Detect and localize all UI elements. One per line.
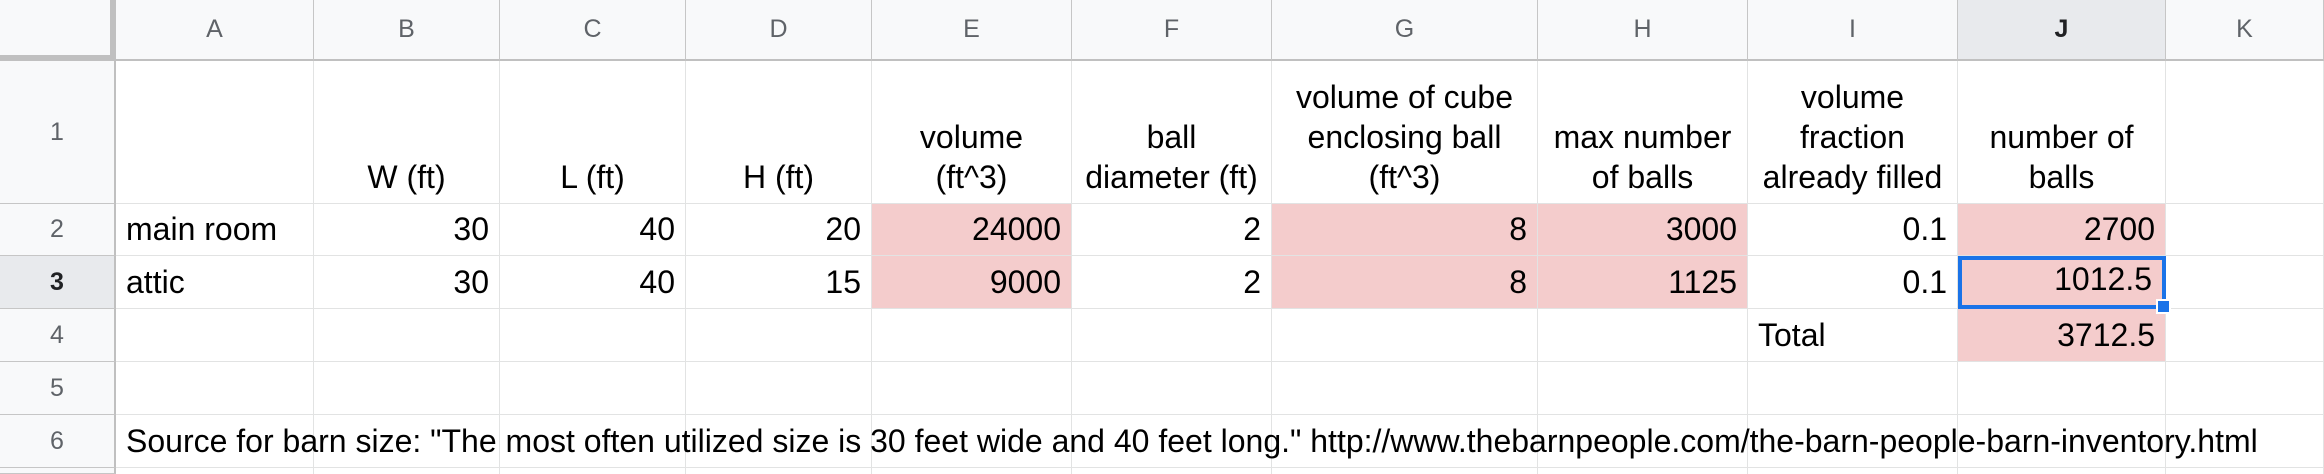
- column-header-k[interactable]: K: [2166, 0, 2324, 61]
- cell-k5[interactable]: [2166, 362, 2324, 415]
- cell-a6[interactable]: Source for barn size: "The most often ut…: [116, 415, 2258, 468]
- cell-partial-b: [314, 468, 500, 474]
- column-header-i[interactable]: I: [1748, 0, 1958, 61]
- fill-handle[interactable]: [2156, 299, 2171, 314]
- column-header-e[interactable]: E: [872, 0, 1072, 61]
- cell-i6[interactable]: [1748, 415, 1958, 468]
- cell-i5[interactable]: [1748, 362, 1958, 415]
- select-all-corner[interactable]: [0, 0, 116, 61]
- row-header-1[interactable]: 1: [0, 61, 116, 204]
- cell-h2[interactable]: 3000: [1538, 204, 1748, 256]
- cell-i3[interactable]: 0.1: [1748, 256, 1958, 309]
- cell-b2[interactable]: 30: [314, 204, 500, 256]
- cell-partial-h: [1538, 468, 1748, 474]
- cell-partial-d: [686, 468, 872, 474]
- cell-g3[interactable]: 8: [1272, 256, 1538, 309]
- cell-i1[interactable]: volume fraction already filled: [1748, 61, 1958, 204]
- column-header-j[interactable]: J: [1958, 0, 2166, 61]
- column-header-f[interactable]: F: [1072, 0, 1272, 61]
- cell-a2[interactable]: main room: [116, 204, 314, 256]
- cell-d2[interactable]: 20: [686, 204, 872, 256]
- column-header-d[interactable]: D: [686, 0, 872, 61]
- cell-g6[interactable]: [1272, 415, 1538, 468]
- cell-b4[interactable]: [314, 309, 500, 362]
- cell-b6[interactable]: [314, 415, 500, 468]
- cell-partial-c: [500, 468, 686, 474]
- cell-a5[interactable]: [116, 362, 314, 415]
- cell-c1[interactable]: L (ft): [500, 61, 686, 204]
- cell-c3[interactable]: 40: [500, 256, 686, 309]
- cell-j1[interactable]: number of balls: [1958, 61, 2166, 204]
- cell-f1[interactable]: ball diameter (ft): [1072, 61, 1272, 204]
- cell-d1[interactable]: H (ft): [686, 61, 872, 204]
- column-header-a[interactable]: A: [116, 0, 314, 61]
- cell-g2[interactable]: 8: [1272, 204, 1538, 256]
- cell-j3-value: 1012.5: [2054, 261, 2152, 297]
- cell-a4[interactable]: [116, 309, 314, 362]
- cell-k4[interactable]: [2166, 309, 2324, 362]
- cell-g1[interactable]: volume of cube enclosing ball (ft^3): [1272, 61, 1538, 204]
- cell-f5[interactable]: [1072, 362, 1272, 415]
- cell-partial-e: [872, 468, 1072, 474]
- cell-partial-g: [1272, 468, 1538, 474]
- cell-partial-j: [1958, 468, 2166, 474]
- cell-h5[interactable]: [1538, 362, 1748, 415]
- cell-a3[interactable]: attic: [116, 256, 314, 309]
- cell-b5[interactable]: [314, 362, 500, 415]
- cell-f4[interactable]: [1072, 309, 1272, 362]
- cell-c2[interactable]: 40: [500, 204, 686, 256]
- cell-h1[interactable]: max number of balls: [1538, 61, 1748, 204]
- cell-g4[interactable]: [1272, 309, 1538, 362]
- cell-d3[interactable]: 15: [686, 256, 872, 309]
- cell-partial-i: [1748, 468, 1958, 474]
- cell-f6[interactable]: [1072, 415, 1272, 468]
- row-header-5[interactable]: 5: [0, 362, 116, 415]
- cell-f2[interactable]: 2: [1072, 204, 1272, 256]
- cell-e1[interactable]: volume (ft^3): [872, 61, 1072, 204]
- cell-d5[interactable]: [686, 362, 872, 415]
- cell-partial-k: [2166, 468, 2324, 474]
- row-header-2[interactable]: 2: [0, 204, 116, 256]
- cell-g5[interactable]: [1272, 362, 1538, 415]
- cell-e6[interactable]: [872, 415, 1072, 468]
- cell-e2[interactable]: 24000: [872, 204, 1072, 256]
- cell-a1[interactable]: [116, 61, 314, 204]
- cell-partial-f: [1072, 468, 1272, 474]
- cell-j4[interactable]: 3712.5: [1958, 309, 2166, 362]
- source-note: Source for barn size: "The most often ut…: [126, 423, 2258, 459]
- cell-k3[interactable]: [2166, 256, 2324, 309]
- cell-e5[interactable]: [872, 362, 1072, 415]
- cell-b3[interactable]: 30: [314, 256, 500, 309]
- cell-i2[interactable]: 0.1: [1748, 204, 1958, 256]
- cell-i4[interactable]: Total: [1748, 309, 1958, 362]
- cell-partial-a: [116, 468, 314, 474]
- cell-e3[interactable]: 9000: [872, 256, 1072, 309]
- row-header-6[interactable]: 6: [0, 415, 116, 468]
- cell-j5[interactable]: [1958, 362, 2166, 415]
- row-header-3[interactable]: 3: [0, 256, 116, 309]
- cell-d6[interactable]: [686, 415, 872, 468]
- cell-f3[interactable]: 2: [1072, 256, 1272, 309]
- cell-j6[interactable]: [1958, 415, 2166, 468]
- cell-k1[interactable]: [2166, 61, 2324, 204]
- cell-k2[interactable]: [2166, 204, 2324, 256]
- column-header-h[interactable]: H: [1538, 0, 1748, 61]
- cell-j3-selected[interactable]: 1012.5: [1958, 256, 2171, 314]
- column-header-b[interactable]: B: [314, 0, 500, 61]
- cell-j2[interactable]: 2700: [1958, 204, 2166, 256]
- row-header-partial: [0, 468, 116, 474]
- row-header-4[interactable]: 4: [0, 309, 116, 362]
- column-header-c[interactable]: C: [500, 0, 686, 61]
- column-header-g[interactable]: G: [1272, 0, 1538, 61]
- cell-e4[interactable]: [872, 309, 1072, 362]
- cell-d4[interactable]: [686, 309, 872, 362]
- cell-h4[interactable]: [1538, 309, 1748, 362]
- cell-b1[interactable]: W (ft): [314, 61, 500, 204]
- cell-c5[interactable]: [500, 362, 686, 415]
- cell-c4[interactable]: [500, 309, 686, 362]
- cell-c6[interactable]: [500, 415, 686, 468]
- cell-h6[interactable]: [1538, 415, 1748, 468]
- cell-h3[interactable]: 1125: [1538, 256, 1748, 309]
